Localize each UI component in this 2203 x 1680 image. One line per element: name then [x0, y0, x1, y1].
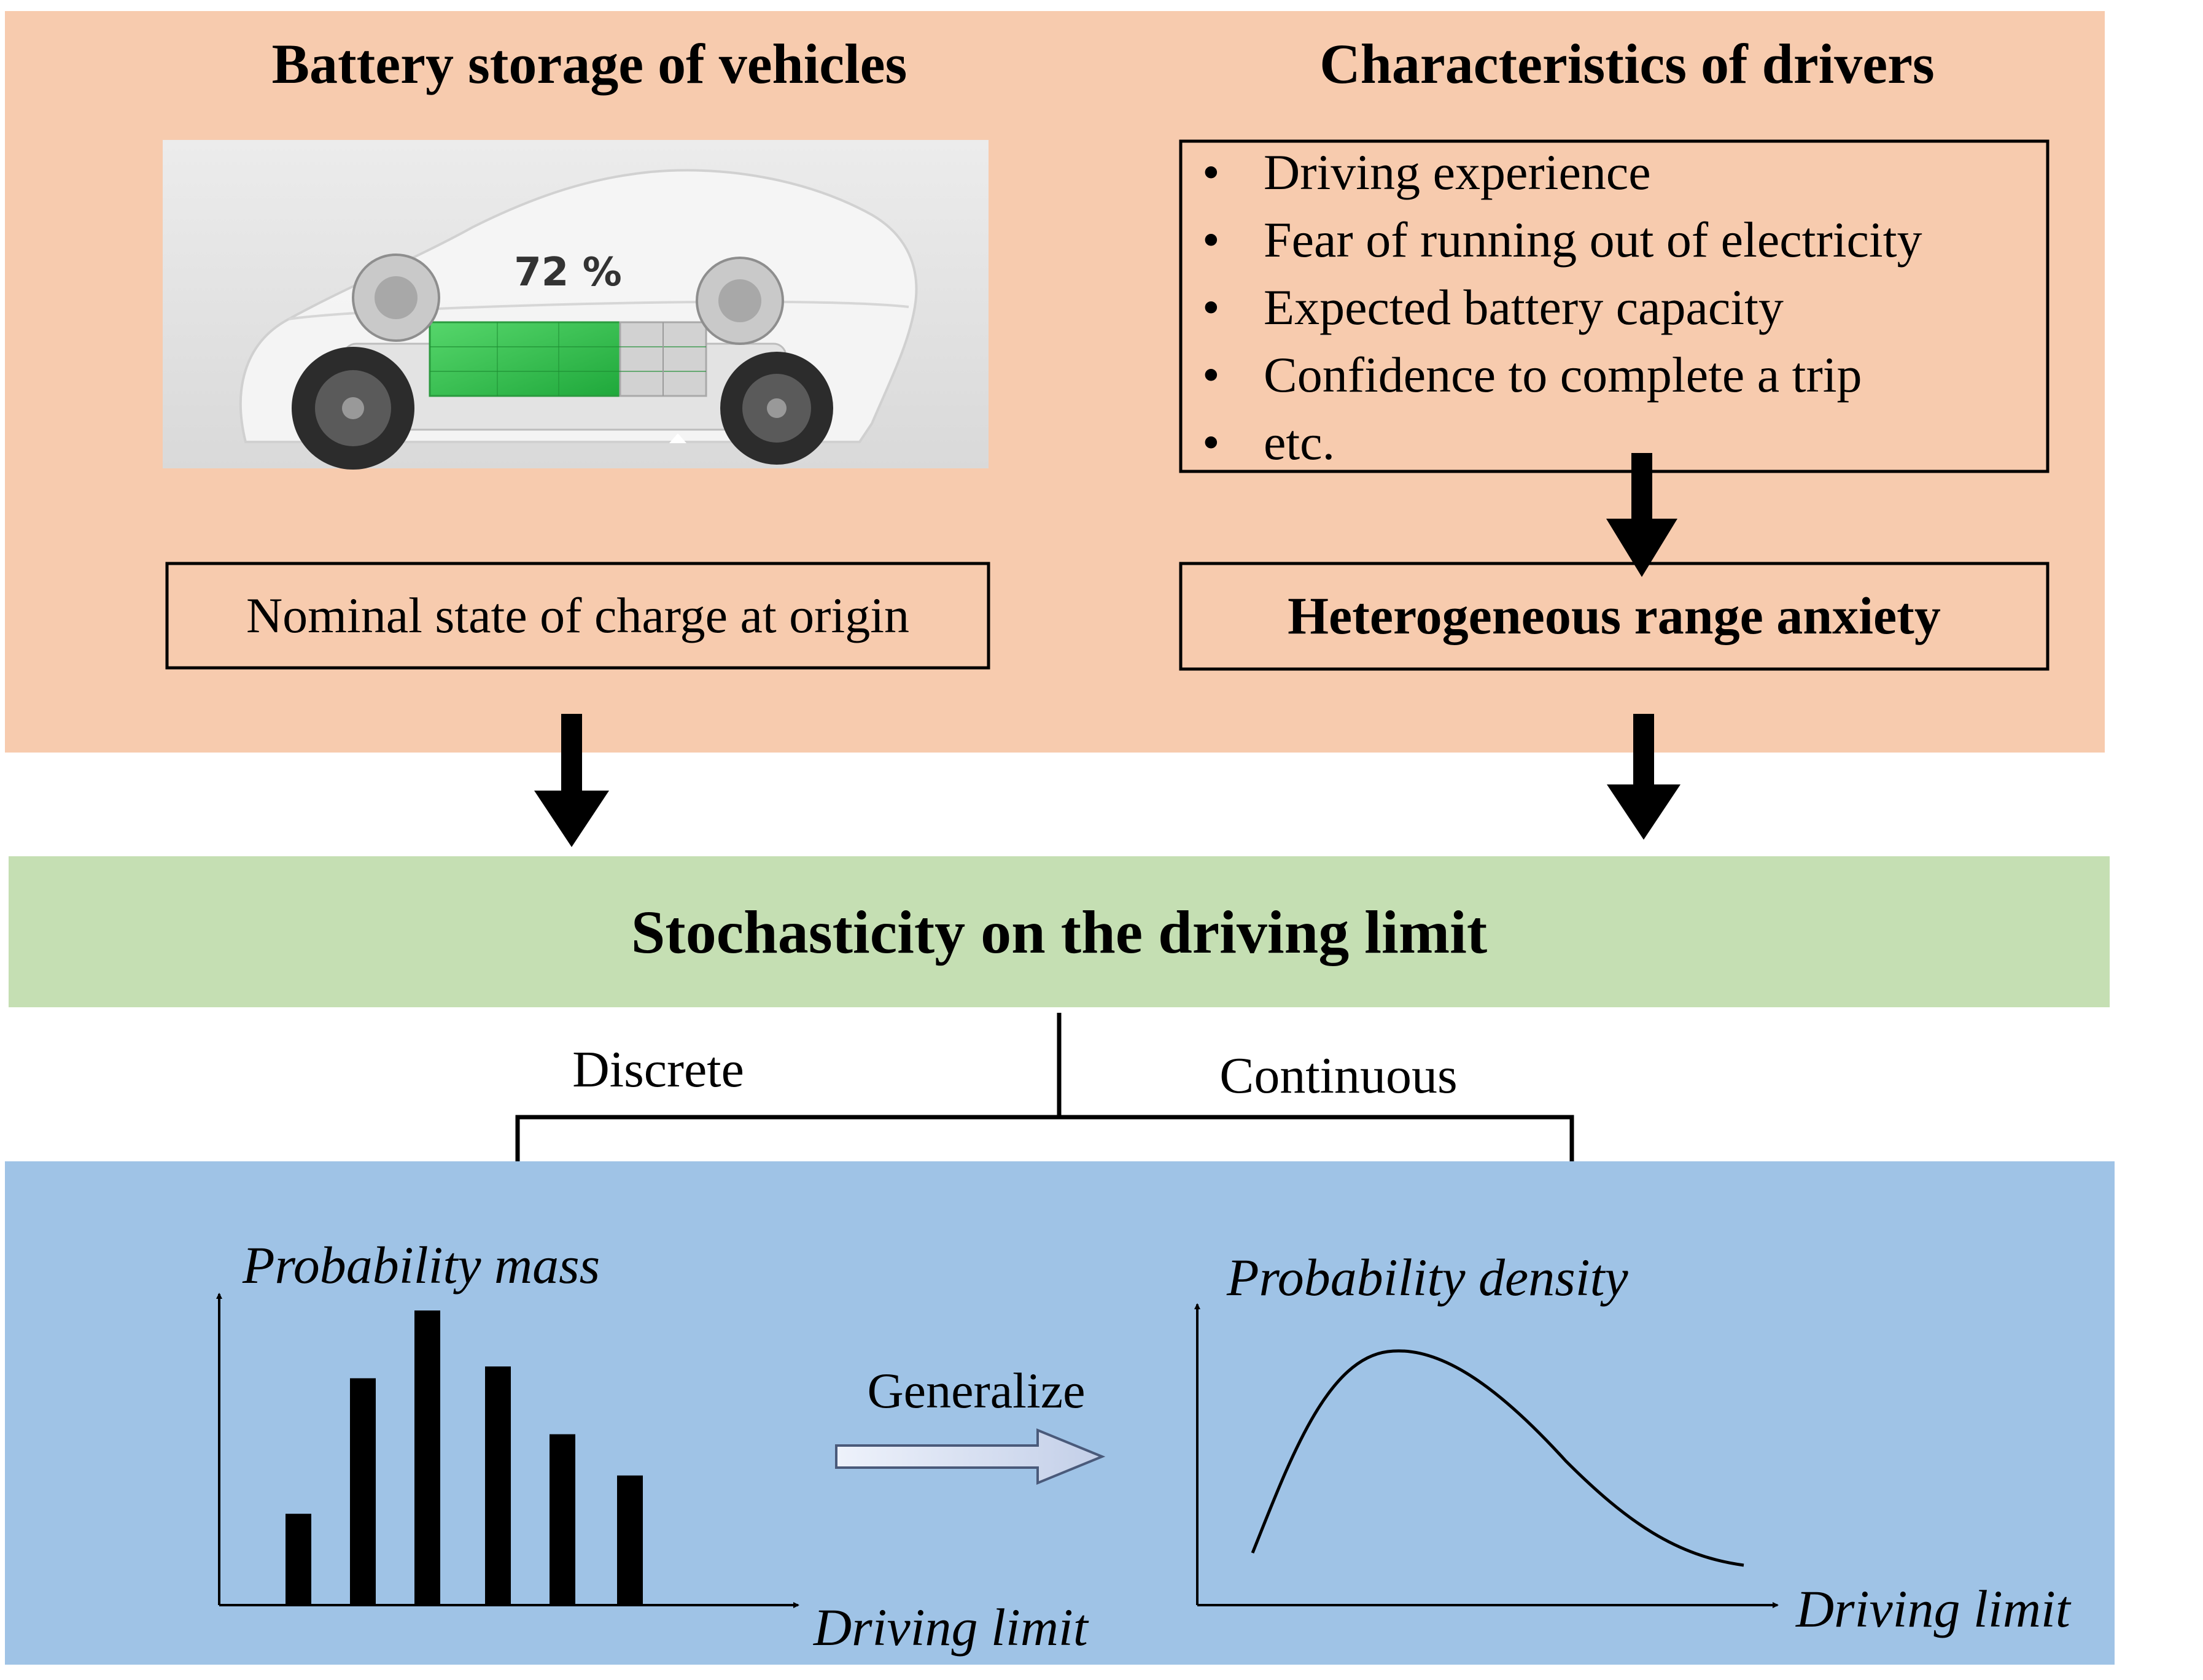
pmf-bar [485, 1366, 511, 1605]
list-item: • Confidence to complete a trip [1202, 347, 1862, 403]
generalize-arrow [835, 1428, 1106, 1485]
stochasticity-label: Stochasticity on the driving limit [631, 898, 1487, 966]
svg-text:Driving experience: Driving experience [1264, 144, 1651, 200]
driver-characteristics-title: Characteristics of drivers [1319, 33, 1934, 95]
svg-text:•: • [1202, 279, 1220, 335]
anxiety-to-stochasticity-arrow [1607, 714, 1680, 840]
svg-text:•: • [1202, 212, 1220, 268]
battery-storage-title: Battery storage of vehicles [272, 33, 907, 95]
soc-percentage: 72 % [514, 250, 621, 295]
list-item: • Expected battery capacity [1202, 279, 1784, 335]
pdf-curve [1251, 1349, 1744, 1567]
pmf-chart: Probability mass Driving limit [216, 1236, 1089, 1657]
pmf-bar [286, 1514, 311, 1605]
range-anxiety-box [1179, 562, 2050, 671]
pmf-bar [617, 1475, 643, 1605]
nominal-soc-box [165, 562, 990, 670]
discrete-label: Discrete [572, 1041, 744, 1098]
pmf-bars [286, 1310, 643, 1605]
svg-text:Confidence to complete a trip: Confidence to complete a trip [1264, 347, 1862, 403]
stochasticity-band [9, 856, 2110, 1007]
driver-characteristics-list: • Driving experience • Fear of running o… [1202, 144, 1922, 470]
continuous-label: Continuous [1219, 1047, 1457, 1104]
generalize-label: Generalize [867, 1363, 1085, 1419]
svg-text:•: • [1202, 414, 1220, 470]
svg-text:Fear of running out of electri: Fear of running out of electricity [1264, 212, 1922, 268]
pmf-y-label: Probability mass [242, 1236, 600, 1295]
pmf-bar [550, 1434, 575, 1605]
list-item: • Driving experience [1202, 144, 1651, 200]
pdf-y-label: Probability density [1226, 1248, 1628, 1307]
nominal-soc-label: Nominal state of charge at origin [246, 587, 909, 643]
pmf-bar [350, 1378, 376, 1605]
list-to-anxiety-arrow [1606, 453, 1677, 577]
driver-characteristics-box [1179, 139, 2050, 473]
svg-text:•: • [1202, 347, 1220, 403]
car-battery-illustration: 72 % [163, 140, 989, 470]
svg-text:•: • [1202, 144, 1220, 200]
svg-text:etc.: etc. [1264, 414, 1335, 470]
svg-text:Expected battery capacity: Expected battery capacity [1264, 279, 1784, 335]
soc-to-stochasticity-arrow [534, 714, 609, 847]
range-anxiety-label: Heterogeneous range anxiety [1288, 586, 1941, 645]
list-item: • Fear of running out of electricity [1202, 212, 1922, 268]
pdf-x-label: Driving limit [1795, 1579, 2072, 1638]
pdf-chart: Probability density Driving limit [1194, 1248, 2072, 1638]
list-item: • etc. [1202, 414, 1335, 470]
pmf-bar [414, 1310, 440, 1605]
pmf-x-label: Driving limit [813, 1598, 1089, 1657]
